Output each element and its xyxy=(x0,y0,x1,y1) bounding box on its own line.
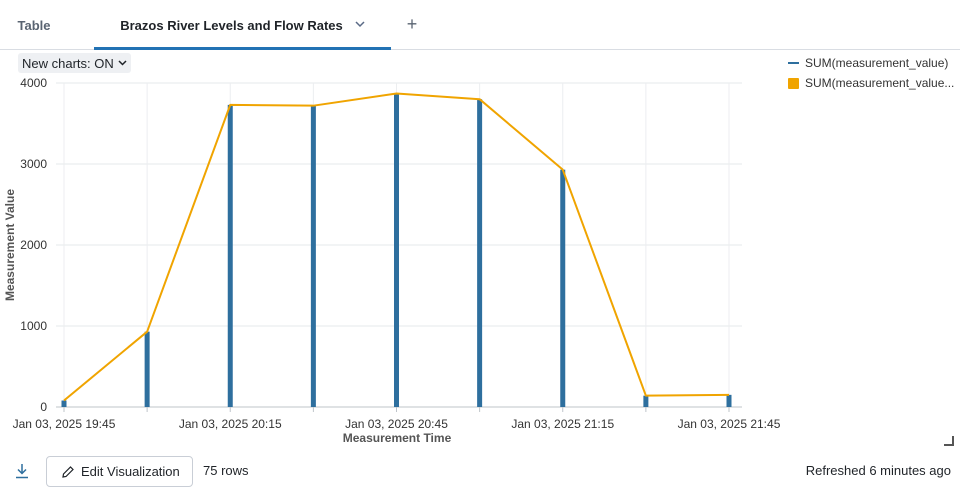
tab-brazos-river-levels[interactable]: Brazos River Levels and Flow Rates xyxy=(94,0,391,50)
x-tick-label: Jan 03, 2025 20:15 xyxy=(179,417,282,431)
chevron-down-icon[interactable] xyxy=(355,19,365,31)
add-tab-button[interactable]: + xyxy=(400,12,424,36)
legend-item-line-series[interactable]: SUM(measurement_value... xyxy=(788,73,958,93)
legend-item-bar-series[interactable]: SUM(measurement_value) xyxy=(788,53,958,73)
legend-line-swatch xyxy=(788,62,799,64)
x-axis-title: Measurement Time xyxy=(342,431,452,445)
bar xyxy=(560,169,566,407)
download-icon[interactable] xyxy=(14,462,30,480)
x-tick-label: Jan 03, 2025 21:45 xyxy=(678,417,781,431)
tab-active-label: Brazos River Levels and Flow Rates xyxy=(120,17,343,33)
bar xyxy=(726,394,732,407)
new-charts-toggle[interactable]: New charts: ON xyxy=(18,53,131,73)
refreshed-status: Refreshed 6 minutes ago xyxy=(805,463,951,478)
series-line xyxy=(63,92,730,402)
y-tick-label: 0 xyxy=(40,400,47,414)
bar xyxy=(477,99,483,407)
y-tick-label: 1000 xyxy=(20,319,47,333)
x-tick-label: Jan 03, 2025 21:15 xyxy=(511,417,614,431)
chevron-down-icon xyxy=(118,58,127,68)
bar xyxy=(643,395,649,407)
new-charts-label: New charts: ON xyxy=(22,55,114,71)
bar xyxy=(394,93,399,407)
legend-label: SUM(measurement_value) xyxy=(805,56,949,70)
bar xyxy=(227,104,233,408)
tab-table-label: Table xyxy=(17,17,51,33)
y-axis-title: Measurement Value xyxy=(3,188,17,302)
bar xyxy=(144,331,150,407)
active-tab-indicator xyxy=(94,47,391,50)
y-tick-label: 3000 xyxy=(20,157,47,171)
y-tick-label: 2000 xyxy=(20,238,47,252)
y-tick-label: 4000 xyxy=(20,76,47,90)
bar xyxy=(310,105,316,408)
pencil-icon xyxy=(62,465,74,478)
chart-legend: SUM(measurement_value) SUM(measurement_v… xyxy=(788,53,958,93)
edit-visualization-label: Edit Visualization xyxy=(81,464,180,479)
row-count: 75 rows xyxy=(203,463,249,478)
x-tick-label: Jan 03, 2025 20:45 xyxy=(345,417,448,431)
tab-bar: Table Brazos River Levels and Flow Rates… xyxy=(0,0,960,50)
edit-visualization-button[interactable]: Edit Visualization xyxy=(46,456,193,487)
legend-box-swatch xyxy=(788,77,799,89)
tab-table[interactable]: Table xyxy=(0,0,68,50)
x-tick-label: Jan 03, 2025 19:45 xyxy=(13,417,116,431)
bar xyxy=(61,400,67,407)
resize-handle-icon[interactable] xyxy=(944,436,954,446)
legend-label: SUM(measurement_value... xyxy=(805,76,955,90)
plus-icon: + xyxy=(406,13,418,34)
